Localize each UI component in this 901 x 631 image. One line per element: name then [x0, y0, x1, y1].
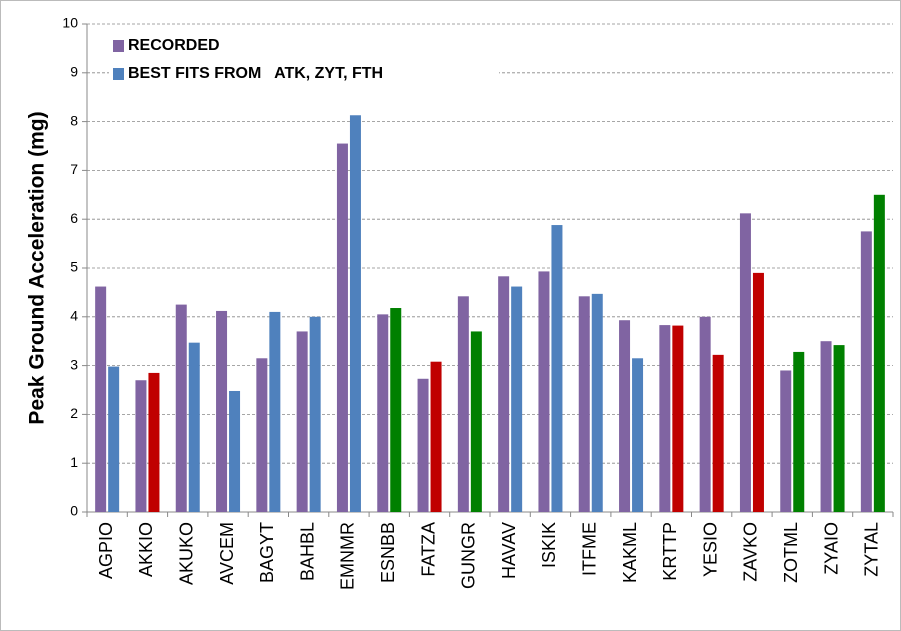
x-tick-label: AKUKO — [177, 522, 197, 585]
bar — [390, 308, 402, 512]
bar — [833, 345, 845, 512]
x-tick-label: ISKIK — [539, 522, 559, 568]
y-tick-label: 7 — [70, 161, 78, 177]
x-tick-label: AVCEM — [217, 522, 237, 585]
x-tick-label: GUNGR — [459, 522, 479, 589]
bar — [417, 378, 429, 512]
x-tick-label: KAKML — [620, 522, 640, 583]
legend-box — [109, 32, 499, 96]
bar — [699, 316, 711, 512]
legend-label: BEST FITS FROM ATK, ZYT, FTH — [128, 65, 383, 82]
x-tick-label: ZYTAL — [862, 522, 882, 577]
bar — [229, 390, 241, 512]
bar — [95, 286, 107, 512]
y-tick-label: 10 — [62, 15, 78, 31]
bar — [470, 331, 482, 512]
bar — [377, 314, 389, 512]
bar — [349, 115, 361, 513]
bar — [188, 342, 200, 512]
x-tick-label: BAGYT — [257, 522, 277, 583]
bar — [551, 225, 563, 512]
bar — [148, 372, 160, 512]
bar — [108, 366, 120, 512]
bar — [309, 316, 321, 512]
legend-swatch — [113, 40, 124, 52]
bar — [216, 310, 228, 512]
bar — [591, 293, 603, 512]
legend-label: RECORDED — [128, 37, 220, 54]
bar — [175, 304, 187, 512]
x-tick-label: YESIO — [700, 522, 720, 577]
bar — [860, 231, 872, 512]
bar — [659, 325, 671, 512]
y-tick-label: 2 — [70, 405, 78, 421]
x-tick-label: AKKIO — [136, 522, 156, 577]
x-tick-label: ESNBB — [378, 522, 398, 583]
y-tick-label: 6 — [70, 210, 78, 226]
bar — [820, 341, 832, 512]
x-tick-label: ZYAIO — [821, 522, 841, 575]
x-tick-label: FATZA — [418, 522, 438, 577]
y-tick-label: 1 — [70, 454, 78, 470]
bar — [780, 370, 792, 512]
y-tick-label: 9 — [70, 64, 78, 80]
bar — [135, 380, 147, 512]
bar — [457, 296, 469, 512]
bar — [632, 358, 644, 512]
y-tick-label: 0 — [70, 503, 78, 519]
x-tick-label: HAVAV — [499, 522, 519, 579]
x-tick-label: BAHBL — [297, 522, 317, 581]
bar — [672, 325, 684, 512]
x-tick-label: AGPIO — [96, 522, 116, 579]
bar — [619, 320, 631, 512]
x-tick-label: KRTTP — [660, 522, 680, 581]
bar — [336, 143, 348, 512]
y-tick-label: 4 — [70, 308, 78, 324]
bar — [296, 331, 308, 512]
x-tick-label: EMNMR — [338, 522, 358, 590]
bar — [538, 271, 550, 512]
bar — [873, 194, 885, 513]
y-tick-label: 8 — [70, 112, 78, 128]
x-tick-label: ZAVKO — [741, 522, 761, 582]
bar — [793, 351, 805, 512]
bar — [256, 358, 268, 512]
x-tick-label: ZOTML — [781, 522, 801, 583]
bar — [739, 213, 751, 512]
bar — [712, 354, 724, 512]
bar — [752, 272, 764, 512]
y-tick-label: 5 — [70, 259, 78, 275]
bar — [511, 286, 523, 512]
y-tick-label: 3 — [70, 356, 78, 372]
y-axis-title: Peak Ground Acceleration (mg) — [26, 111, 49, 424]
bar — [578, 296, 590, 512]
bar — [498, 276, 510, 512]
bar — [430, 361, 442, 512]
bar — [269, 311, 281, 512]
x-tick-label: ITFME — [580, 522, 600, 576]
legend-swatch — [113, 68, 124, 80]
